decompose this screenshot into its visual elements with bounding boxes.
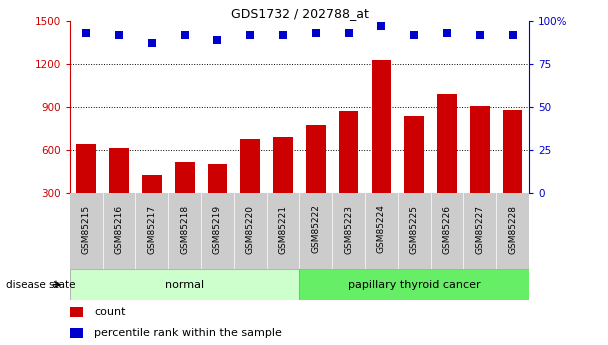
Bar [404,116,424,193]
Point [147,40,157,46]
Bar [175,161,195,193]
Bar [109,148,129,193]
Bar [207,165,227,193]
Point [311,30,320,36]
Text: GSM85222: GSM85222 [311,205,320,254]
Text: GSM85218: GSM85218 [180,205,189,254]
Text: papillary thyroid cancer: papillary thyroid cancer [348,280,480,289]
Point [376,23,386,29]
Point [246,32,255,37]
Text: GSM85219: GSM85219 [213,205,222,254]
Point [344,30,353,36]
Point [81,30,91,36]
Bar [339,111,359,193]
Text: GSM85221: GSM85221 [278,205,288,254]
Bar [142,175,162,193]
Point [213,37,223,42]
Bar [70,269,299,300]
Text: GSM85228: GSM85228 [508,205,517,254]
Text: count: count [94,307,126,317]
Text: percentile rank within the sample: percentile rank within the sample [94,328,282,338]
Text: normal: normal [165,280,204,289]
Point [442,30,452,36]
Bar [470,106,489,193]
Bar [300,269,529,300]
Bar [371,60,392,193]
Text: GSM85226: GSM85226 [443,205,452,254]
Point [180,32,190,37]
Bar [503,110,522,193]
Point [278,32,288,37]
Point [409,32,419,37]
Text: GSM85225: GSM85225 [410,205,419,254]
Bar [437,94,457,193]
Bar [240,139,260,193]
Bar [70,307,83,317]
Bar [273,137,293,193]
Point [508,32,517,37]
Text: GSM85215: GSM85215 [82,205,91,254]
Text: GSM85223: GSM85223 [344,205,353,254]
Text: disease state: disease state [6,280,75,289]
Bar [306,125,326,193]
Point [114,32,124,37]
Text: GSM85227: GSM85227 [475,205,485,254]
Bar [77,144,96,193]
Bar [70,328,83,338]
Point [475,32,485,37]
Text: GSM85216: GSM85216 [114,205,123,254]
Text: GSM85217: GSM85217 [147,205,156,254]
Text: GSM85224: GSM85224 [377,205,386,254]
Text: GSM85220: GSM85220 [246,205,255,254]
Title: GDS1732 / 202788_at: GDS1732 / 202788_at [230,7,368,20]
